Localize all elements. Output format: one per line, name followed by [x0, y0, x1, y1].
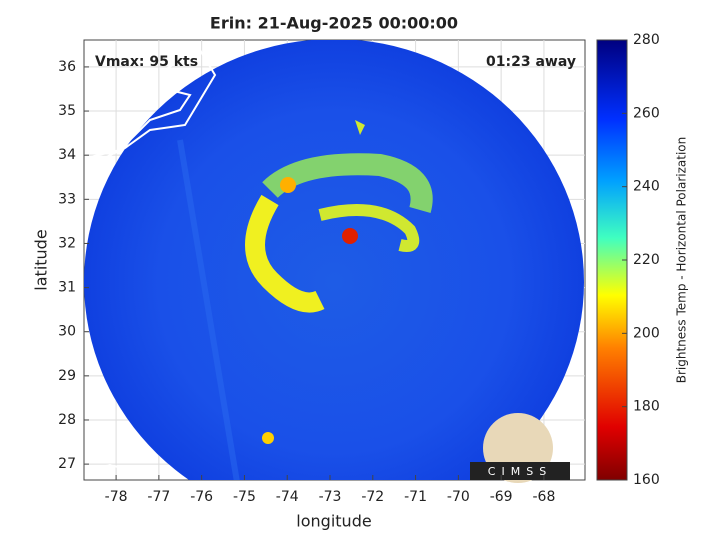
image	[84, 40, 584, 480]
colorbar-tick-label: 280	[633, 32, 660, 48]
logo: CIMSS	[470, 413, 570, 483]
colorbar-tick-label: 200	[633, 325, 660, 341]
y-tick-label: 31	[58, 280, 76, 296]
y-tick-label: 35	[58, 103, 76, 119]
eyewall	[262, 153, 433, 214]
core	[342, 228, 358, 244]
x-tick-label: -75	[233, 489, 256, 505]
y-tick-label: 32	[58, 235, 76, 251]
y-tick-label: 33	[58, 191, 76, 207]
logo-text: CIMSS	[488, 465, 552, 478]
x-tick-label: -72	[361, 489, 384, 505]
cell	[355, 120, 365, 135]
x-tick-label: -77	[147, 489, 170, 505]
colorbar-tick-label: 180	[633, 399, 660, 415]
y-tick-label: 30	[58, 324, 76, 340]
colorbar-label: Brightness Temp - Horizontal Polarizatio…	[675, 137, 689, 384]
x-axis-label: longitude	[296, 512, 371, 531]
y-tick-label: 36	[58, 59, 76, 75]
swath	[84, 40, 584, 480]
logo-bar	[470, 462, 570, 480]
y-tick-label: 34	[58, 147, 76, 163]
x-tick-label: -73	[319, 489, 342, 505]
y-tick-label: 29	[58, 368, 76, 384]
y-tick-label: 27	[58, 456, 76, 472]
chart-title: Erin: 21-Aug-2025 00:00:00	[210, 14, 458, 33]
x-tick-label: -78	[105, 489, 128, 505]
hot-spot	[262, 432, 274, 444]
y-tick-label: 28	[58, 412, 76, 428]
seam	[177, 139, 240, 480]
y-axis-label: latitude	[32, 229, 51, 290]
colorbar-tick-label: 220	[633, 252, 660, 268]
x-tick-label: -69	[490, 489, 513, 505]
x-tick-label: -70	[447, 489, 470, 505]
x-tick-label: -76	[190, 489, 213, 505]
annotation: Vmax: 95 kts	[95, 54, 198, 70]
rainband	[245, 194, 325, 313]
x-tick-label: -74	[276, 489, 299, 505]
colorbar-tick-label: 160	[633, 472, 660, 488]
colorbar-tick-label: 260	[633, 105, 660, 121]
hot-spot	[280, 177, 296, 193]
x-tick-label: -68	[532, 489, 555, 505]
coastline	[85, 463, 131, 471]
x-tick-label: -71	[404, 489, 427, 505]
coastline	[85, 48, 217, 161]
annotation: 01:23 away	[486, 54, 576, 70]
inner-band	[318, 204, 420, 252]
colorbar-tick-label: 240	[633, 179, 660, 195]
